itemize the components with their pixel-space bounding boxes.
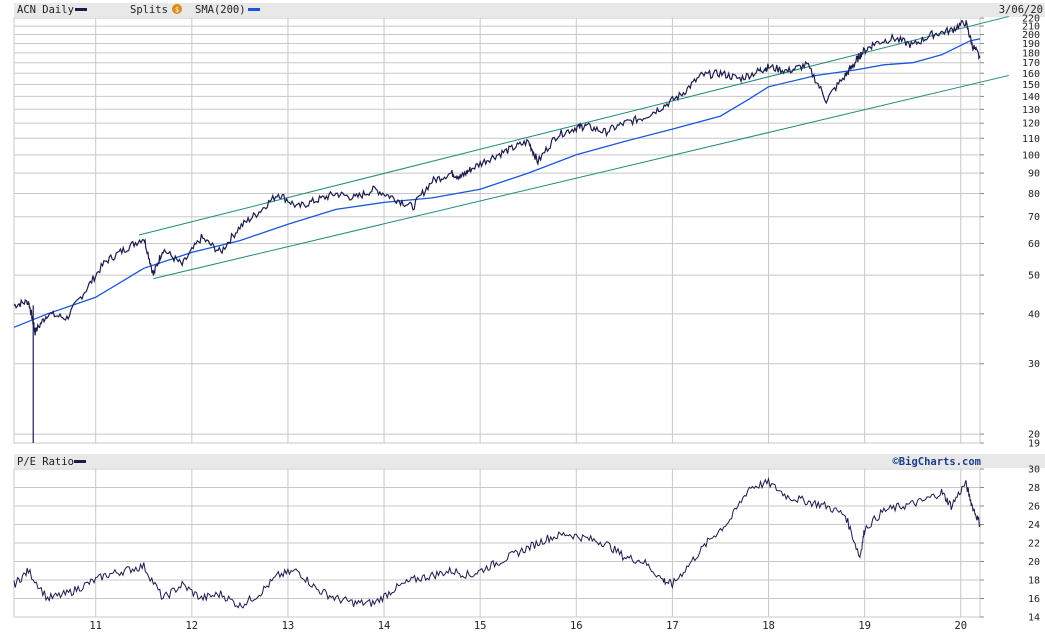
pe-y-tick-label: 26 <box>1028 502 1040 513</box>
price-y-tick-label: 20 <box>1028 430 1040 441</box>
pe-series-group <box>13 476 981 609</box>
price-plot-frame <box>13 17 981 444</box>
sma-label: SMA(200) <box>195 4 246 16</box>
x-tick-label: 11 <box>89 620 102 632</box>
x-tick-label: 15 <box>474 620 487 632</box>
price-y-tick-label: 220 <box>1022 14 1040 25</box>
price-y-tick-label: 70 <box>1028 212 1040 223</box>
price-y-tick-label: 140 <box>1022 92 1040 103</box>
price-y-tick-label: 210 <box>1022 22 1040 33</box>
price-y-tick-label: 30 <box>1028 359 1040 370</box>
pe-panel: 14 16 18 20 22 24 26 28 30 <box>13 465 1040 624</box>
pe-y-axis: 14 16 18 20 22 24 26 28 30 <box>980 465 1040 624</box>
pe-header-bar <box>14 454 1045 468</box>
pe-y-tick-label: 20 <box>1028 557 1040 568</box>
x-tick-label: 12 <box>185 620 198 632</box>
price-y-tick-label: 160 <box>1022 69 1040 80</box>
x-tick-label: 14 <box>378 620 391 632</box>
sma-legend-swatch <box>248 8 260 11</box>
x-tick-label: 20 <box>954 620 967 632</box>
x-tick-label: 17 <box>666 620 679 632</box>
svg-text:$: $ <box>175 6 179 14</box>
price-y-tick-label: 170 <box>1022 58 1040 69</box>
price-y-tick-label: 60 <box>1028 239 1040 250</box>
x-tick-label: 18 <box>762 620 775 632</box>
splits-dollar-icon: $ <box>172 4 182 14</box>
pe-y-tick-label: 18 <box>1028 576 1040 587</box>
price-y-tick-label: 110 <box>1022 134 1040 145</box>
date-label: 3/06/20 <box>999 4 1043 16</box>
splits-label: Splits <box>130 4 168 16</box>
pe-legend-swatch <box>74 460 86 463</box>
channel-upper-line <box>138 15 1009 236</box>
pe-label: P/E Ratio <box>17 456 74 468</box>
price-y-tick-label: 130 <box>1022 105 1040 116</box>
x-tick-label: 19 <box>858 620 871 632</box>
x-tick-label: 16 <box>570 620 583 632</box>
price-series-group <box>13 15 1009 443</box>
pe-ratio-line <box>13 476 981 609</box>
pe-grid <box>14 468 980 618</box>
price-y-tick-label: 80 <box>1028 189 1040 200</box>
pe-y-tick-label: 30 <box>1028 465 1040 476</box>
ticker-label: ACN Daily <box>17 4 74 16</box>
price-y-tick-label: 200 <box>1022 30 1040 41</box>
ticker-legend-swatch <box>75 8 87 11</box>
price-y-tick-label: 19 <box>1028 439 1040 450</box>
price-panel: 1920304050607080901001101201301401501601… <box>13 14 1040 450</box>
price-header-bar <box>14 3 1045 17</box>
pe-y-tick-label: 28 <box>1028 483 1040 494</box>
price-y-tick-label: 40 <box>1028 309 1040 320</box>
price-y-tick-label: 100 <box>1022 150 1040 161</box>
pe-y-tick-label: 16 <box>1028 594 1040 605</box>
price-y-tick-label: 180 <box>1022 48 1040 59</box>
price-line <box>13 20 981 336</box>
pe-y-tick-label: 24 <box>1028 520 1040 531</box>
sma-200-line <box>13 38 981 328</box>
price-y-tick-label: 150 <box>1022 80 1040 91</box>
price-y-tick-label: 90 <box>1028 169 1040 180</box>
price-y-axis: 1920304050607080901001101201301401501601… <box>980 14 1040 450</box>
pe-y-tick-label: 22 <box>1028 539 1040 550</box>
price-y-tick-label: 50 <box>1028 271 1040 282</box>
x-axis-labels: 11 12 13 14 15 16 17 18 19 20 <box>89 620 967 632</box>
bigcharts-watermark[interactable]: ©BigCharts.com <box>892 456 981 468</box>
x-tick-label: 13 <box>282 620 295 632</box>
channel-lower-line <box>153 74 1009 280</box>
price-y-tick-label: 190 <box>1022 39 1040 50</box>
price-y-tick-label: 120 <box>1022 119 1040 130</box>
pe-y-tick-label: 14 <box>1028 613 1040 624</box>
